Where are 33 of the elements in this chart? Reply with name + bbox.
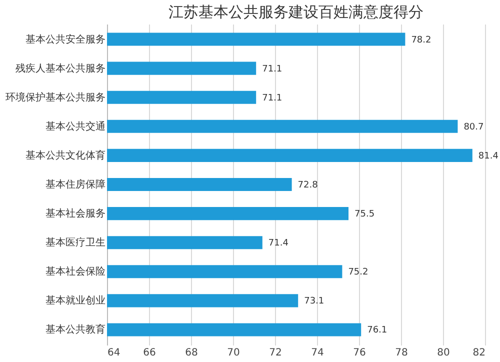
y-tick-label: 基本社会服务 [46, 208, 106, 220]
data-label: 81.4 [478, 151, 499, 162]
y-tick-label: 基本公共交通 [46, 120, 106, 132]
x-tick-label: 74 [311, 348, 324, 358]
y-tick-label: 基本社会保险 [46, 266, 106, 278]
data-label: 72.8 [298, 180, 318, 190]
y-tick-label: 基本公共教育 [46, 324, 106, 336]
y-tick-label: 基本公共安全服务 [26, 33, 106, 46]
chart-title: 江苏基本公共服务建设百姓满意度得分 [168, 3, 424, 21]
x-tick-label: 72 [269, 348, 282, 358]
y-tick-label: 基本公共文化体育 [26, 149, 106, 162]
y-tick-label: 基本医疗卫生 [46, 236, 106, 249]
x-tick-label: 76 [353, 348, 366, 358]
x-tick-label: 68 [185, 348, 198, 358]
y-tick-label: 基本住房保障 [46, 178, 106, 190]
data-label: 80.7 [464, 122, 484, 132]
data-label: 71.1 [262, 64, 282, 74]
y-tick-label: 基本就业创业 [46, 294, 106, 307]
data-label: 75.2 [348, 268, 368, 278]
x-tick-label: 64 [108, 348, 120, 358]
data-label: 75.5 [354, 210, 375, 220]
x-tick-label: 78 [395, 348, 408, 358]
x-tick-label: 70 [227, 348, 240, 358]
data-label: 71.4 [268, 238, 289, 249]
x-tick-label: 66 [143, 348, 156, 358]
data-label: 78.2 [411, 35, 432, 46]
x-tick-label: 80 [437, 348, 450, 358]
data-label: 71.1 [262, 93, 282, 104]
x-tick-label: 82 [472, 348, 486, 358]
data-label: 76.1 [367, 326, 388, 336]
y-tick-label: 环境保护基本公共服务 [6, 91, 106, 104]
y-tick-label: 残疾人基本公共服务 [16, 62, 106, 74]
data-label: 73.1 [304, 296, 324, 307]
